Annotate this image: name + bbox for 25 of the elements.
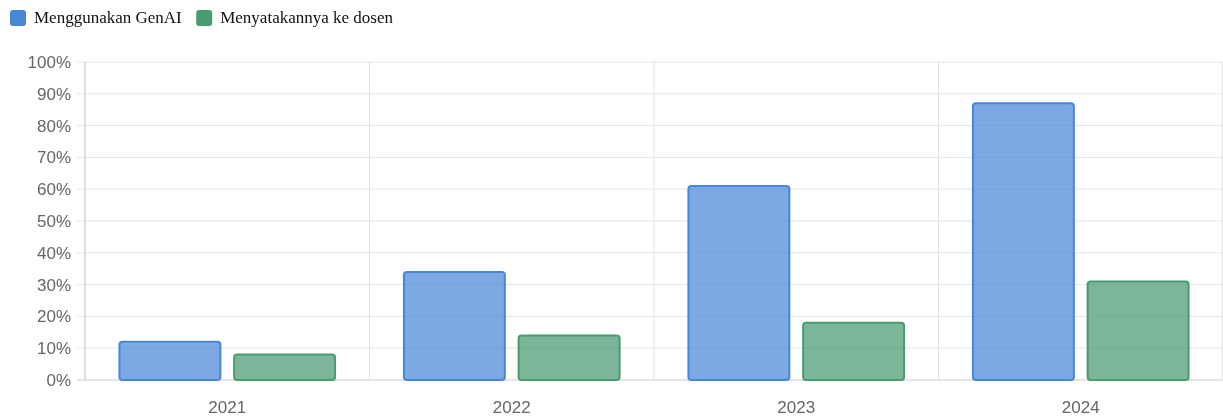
bar — [971, 102, 1075, 381]
x-tick-label: 2023 — [777, 398, 816, 417]
y-tick-label: 20% — [36, 307, 71, 327]
y-tick-label: 50% — [36, 211, 71, 231]
bar — [118, 340, 222, 381]
bar — [1086, 280, 1190, 381]
bar — [233, 353, 337, 381]
y-tick-label: 30% — [36, 275, 71, 295]
y-tick-label: 80% — [36, 116, 71, 136]
y-tick-label: 70% — [36, 148, 71, 168]
y-tick-label: 100% — [27, 52, 71, 72]
y-tick-label: 0% — [46, 370, 71, 390]
legend-label: Menggunakan GenAI — [34, 8, 183, 27]
y-tick-label: 60% — [36, 180, 71, 200]
y-tick-label: 40% — [36, 243, 71, 263]
x-tick-label: 2021 — [208, 398, 247, 417]
legend-label: Menyatakannya ke dosen — [220, 8, 394, 27]
y-tick-label: 10% — [36, 339, 71, 359]
bar — [687, 185, 791, 381]
x-tick-label: 2022 — [492, 398, 531, 417]
bar — [517, 334, 621, 381]
x-tick-label: 2024 — [1061, 398, 1100, 417]
bar — [402, 270, 506, 381]
bar — [802, 321, 906, 381]
y-tick-label: 90% — [36, 84, 71, 104]
